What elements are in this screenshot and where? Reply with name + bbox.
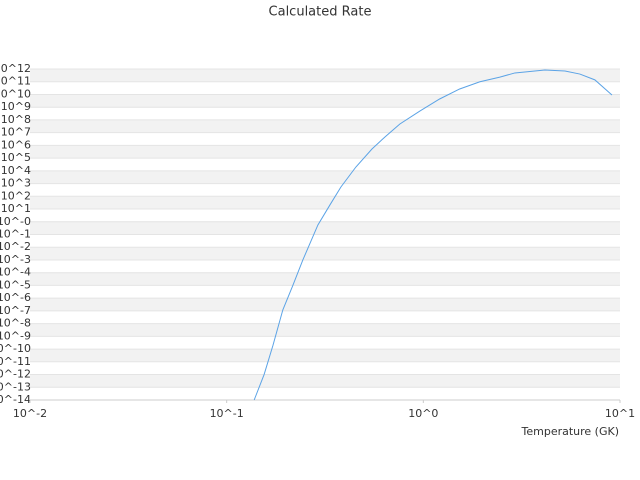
- y-tick-label: 10^-6: [0, 291, 31, 304]
- y-tick-label: 10^-10: [0, 342, 31, 355]
- y-tick-label: 10^-11: [0, 355, 31, 368]
- grid-band: [30, 158, 620, 171]
- chart-title: Calculated Rate: [269, 5, 372, 20]
- y-tick-label: 10^8: [1, 113, 31, 126]
- grid-band: [30, 374, 620, 388]
- grid-band: [30, 361, 620, 375]
- grid-band: [30, 310, 620, 324]
- y-tick-label: 10^-1: [0, 228, 31, 241]
- y-tick-label: 10^6: [1, 138, 31, 151]
- grid-band: [30, 170, 620, 184]
- grid-band: [30, 234, 620, 248]
- y-tick-label: 10^-13: [0, 380, 31, 393]
- y-tick-label: 10^10: [0, 87, 31, 100]
- y-tick-label: 10^5: [1, 151, 31, 164]
- grid-band: [30, 145, 620, 159]
- y-tick-label: 10^-4: [0, 266, 31, 279]
- grid-band: [30, 94, 620, 108]
- grid-band: [30, 81, 620, 95]
- y-tick-label: 10^4: [1, 164, 31, 177]
- grid-band: [30, 221, 620, 235]
- grid-band: [30, 272, 620, 286]
- grid-band: [30, 349, 620, 362]
- y-tick-label: 10^7: [1, 126, 31, 139]
- data-line: [253, 69, 613, 401]
- grid-band: [30, 209, 620, 222]
- y-tick-label: 10^9: [1, 100, 31, 113]
- grid-band: [30, 285, 620, 299]
- y-tick-label: 10^3: [1, 177, 31, 190]
- y-tick-label: 10^2: [1, 189, 31, 202]
- x-tick-label: 10^1: [605, 407, 635, 420]
- y-tick-label: 10^-12: [0, 368, 31, 381]
- y-tick-label: 10^11: [0, 75, 31, 88]
- y-tick-label: 10^12: [0, 62, 31, 75]
- grid-band: [30, 259, 620, 273]
- grid-band: [30, 336, 620, 350]
- grid-band: [30, 298, 620, 311]
- y-tick-label: 10^-0: [0, 215, 31, 228]
- y-tick-label: 10^-3: [0, 253, 31, 266]
- grid-band: [30, 387, 620, 400]
- grid-band: [30, 69, 620, 82]
- y-tick-label: 10^-5: [0, 278, 31, 291]
- x-axis-label: Temperature (GK): [521, 425, 620, 438]
- grid-band: [30, 183, 620, 197]
- x-tick-label: 10^-2: [13, 407, 47, 420]
- grid-band: [30, 132, 620, 146]
- grid-band: [30, 247, 620, 260]
- x-tick-label: 10^-1: [210, 407, 244, 420]
- y-tick-label: 10^-2: [0, 240, 31, 253]
- grid-band: [30, 107, 620, 120]
- y-tick-label: 10^1: [1, 202, 31, 215]
- grid-band: [30, 119, 620, 133]
- y-tick-label: 10^-14: [0, 393, 31, 406]
- y-tick-label: 10^-9: [0, 329, 31, 342]
- grid-band: [30, 323, 620, 337]
- y-tick-label: 10^-7: [0, 304, 31, 317]
- x-tick-label: 10^0: [408, 407, 438, 420]
- grid-band: [30, 196, 620, 210]
- y-tick-label: 10^-8: [0, 317, 31, 330]
